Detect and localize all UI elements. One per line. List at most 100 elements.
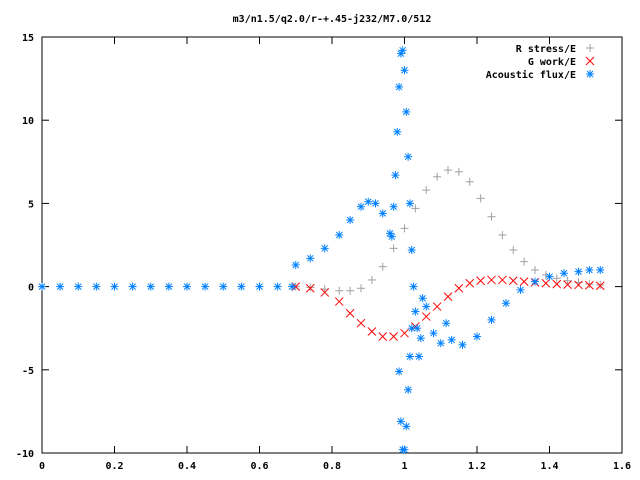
data-point [356, 318, 366, 328]
data-point [487, 212, 496, 221]
data-point [389, 202, 398, 211]
data-point [38, 282, 46, 291]
data-point [574, 280, 583, 290]
data-point [432, 302, 442, 311]
data-point [255, 282, 264, 291]
data-point [560, 269, 568, 278]
data-point [164, 282, 173, 291]
data-point [378, 332, 388, 341]
data-point [487, 315, 496, 324]
x-tick-label: 1.2 [468, 461, 486, 472]
legend-label: G work/E [528, 57, 576, 68]
legend-label: R stress/E [516, 44, 576, 55]
data-point [552, 279, 562, 289]
data-point [596, 265, 605, 274]
data-point [405, 199, 414, 208]
data-point [357, 284, 365, 293]
data-point [411, 307, 420, 316]
data-point [273, 282, 282, 291]
data-point [335, 286, 344, 295]
data-point [56, 282, 65, 291]
data-point [400, 224, 409, 233]
series-cross [291, 275, 605, 341]
data-point [454, 167, 463, 176]
series-layer [38, 46, 605, 454]
data-point [201, 282, 210, 291]
data-point [364, 197, 373, 206]
y-tick-label: 5 [28, 199, 34, 210]
data-point [219, 282, 228, 291]
data-point [400, 66, 409, 75]
data-point [509, 245, 518, 254]
data-point [531, 277, 539, 286]
data-point [404, 385, 413, 394]
data-point [346, 286, 355, 295]
data-point [418, 294, 427, 303]
data-point [443, 292, 453, 301]
legend-marker [585, 56, 595, 66]
y-tick-label: -5 [22, 366, 34, 377]
data-point [357, 202, 365, 211]
data-point [596, 280, 605, 289]
data-point [334, 297, 344, 306]
x-tick-label: 0.2 [105, 461, 123, 472]
data-point [516, 285, 525, 294]
data-point [498, 275, 507, 285]
data-point [378, 209, 387, 218]
data-point [398, 46, 407, 55]
data-point [476, 194, 485, 203]
data-point [404, 152, 413, 161]
data-point [128, 282, 137, 291]
data-point [402, 422, 411, 431]
data-point [346, 216, 355, 225]
data-point [436, 339, 445, 348]
x-tick-label: 1 [401, 461, 407, 472]
data-point [487, 275, 496, 285]
y-tick-label: 15 [22, 33, 34, 44]
data-point [454, 283, 464, 293]
data-point [476, 276, 485, 286]
data-point [391, 171, 400, 180]
data-point [552, 274, 561, 283]
y-tick-label: -10 [16, 449, 34, 460]
data-point [458, 340, 467, 349]
data-point [531, 265, 539, 274]
data-point [389, 244, 398, 253]
data-point [429, 329, 438, 338]
data-point [393, 127, 402, 136]
data-point [407, 245, 416, 254]
data-point [595, 281, 605, 291]
series-star [38, 46, 605, 454]
data-point [110, 282, 119, 291]
data-point [405, 352, 414, 361]
data-point [400, 328, 409, 338]
data-point [387, 232, 396, 241]
data-point [585, 280, 594, 290]
data-point [563, 280, 572, 289]
data-point [395, 367, 404, 376]
data-point [422, 302, 431, 311]
ticks-layer: 0 0.2 0.4 0.6 0.8 1 1.2 1.4 1.6 -10 -5 0 5 10 15 [16, 33, 631, 472]
data-point [371, 199, 380, 208]
data-point [305, 283, 315, 293]
chart-title: m3/n1.5/q2.0/r-+.45-j232/M7.0/512 [233, 13, 432, 25]
x-tick-label: 1.4 [540, 461, 558, 472]
data-point [442, 319, 451, 328]
data-point [585, 265, 594, 274]
data-point [288, 282, 297, 291]
data-point [473, 332, 481, 341]
x-tick-label: 0.4 [178, 461, 196, 472]
x-tick-label: 0 [39, 461, 45, 472]
data-point [416, 334, 425, 343]
data-point [422, 186, 431, 195]
data-point [407, 324, 416, 333]
data-point [433, 172, 442, 181]
data-point [345, 308, 355, 318]
data-point [520, 257, 529, 266]
data-point [237, 282, 246, 291]
legend-marker [586, 44, 594, 52]
data-point [335, 231, 344, 240]
x-tick-label: 0.6 [250, 461, 268, 472]
data-point [409, 282, 418, 291]
